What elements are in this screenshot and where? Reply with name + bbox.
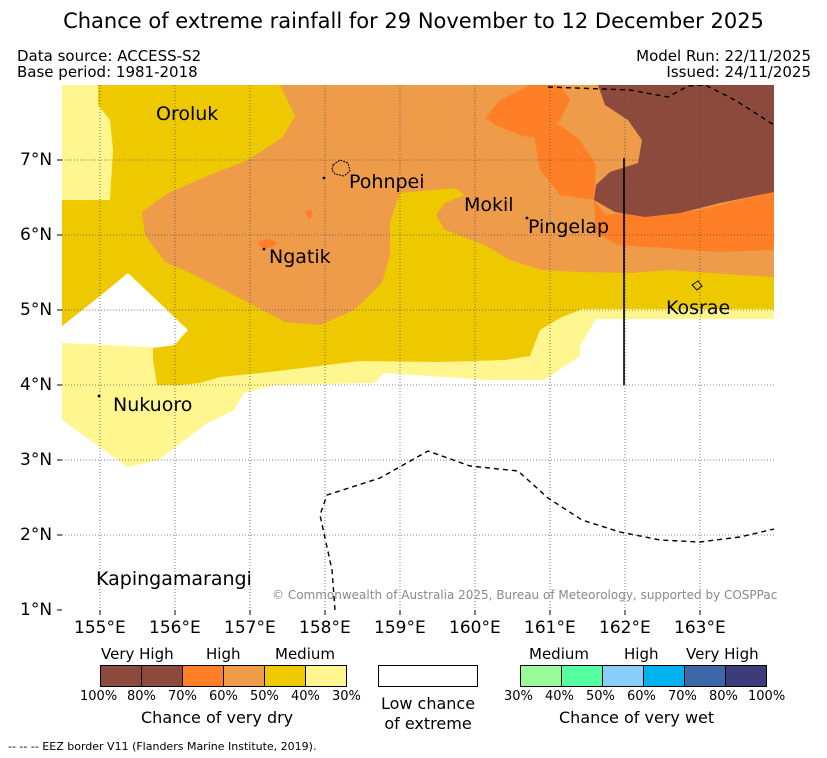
lon-label-159: 159°E [374, 618, 426, 638]
place-label-pingelap: Pingelap [528, 216, 610, 238]
dry-level-high: High [206, 645, 241, 663]
eez-borders [319, 85, 774, 610]
low-chance-line2: of extreme [384, 714, 472, 733]
model-run-label: Model Run: 22/11/2025 [636, 47, 811, 65]
lat-label-4n: 4°N [20, 375, 53, 395]
wet-tick-40: 40% [545, 689, 574, 704]
dry-patch-small [305, 209, 313, 219]
lon-label-158: 158°E [299, 618, 351, 638]
copyright-notice: © Commonwealth of Australia 2025, Bureau… [272, 588, 778, 602]
wet-legend-caption: Chance of very wet [559, 708, 715, 727]
wet-tick-80: 80% [709, 689, 738, 704]
base-period-label: Base period: 1981-2018 [17, 63, 198, 81]
wet-tick-100: 100% [748, 689, 786, 704]
dry-swatch-2 [141, 665, 183, 687]
data-source-label: Data source: ACCESS-S2 [17, 47, 202, 65]
wet-swatch-4 [643, 665, 685, 687]
lon-label-157: 157°E [224, 618, 276, 638]
lat-label-5n: 5°N [20, 300, 53, 320]
lon-label-156: 156°E [149, 618, 201, 638]
dry-tick-80: 80% [127, 689, 156, 704]
lat-label-3n: 3°N [20, 450, 53, 470]
low-chance-swatch [378, 665, 478, 687]
island-outlines [97, 159, 703, 398]
low-chance-line1: Low chance [380, 694, 476, 713]
dry-level-medium: Medium [275, 645, 335, 663]
wet-tick-70: 70% [668, 689, 697, 704]
dry-patch-ngatik [258, 239, 278, 248]
place-label-pohnpei: Pohnpei [349, 171, 425, 193]
region-dry-60-70-east [533, 125, 774, 252]
dry-legend-caption: Chance of very dry [141, 708, 294, 727]
region-dry-70-100 [594, 85, 774, 217]
place-label-mokil: Mokil [464, 194, 514, 216]
axis-ticks [57, 159, 701, 615]
lat-label-7n: 7°N [20, 150, 53, 170]
place-label-nukuoro: Nukuoro [113, 394, 193, 416]
region-no-signal-pocket [62, 273, 188, 348]
wet-swatch-6 [725, 665, 767, 687]
dry-swatch-1 [100, 665, 142, 687]
wet-tick-50: 50% [586, 689, 615, 704]
map-title: Chance of extreme rainfall for 29 Novemb… [63, 9, 764, 33]
dry-tick-70: 70% [168, 689, 197, 704]
region-dry-50-60 [142, 85, 774, 325]
place-label-kapingamarangi: Kapingamarangi [96, 568, 252, 590]
eez-footnote: -- -- -- EEZ border V11 (Flanders Marine… [8, 740, 317, 753]
dry-tick-100: 100% [80, 689, 118, 704]
lon-label-163: 163°E [674, 618, 726, 638]
lon-label-162: 162°E [599, 618, 651, 638]
dry-level-very-high: Very High [101, 645, 174, 663]
wet-level-very-high: Very High [686, 645, 759, 663]
wet-level-high: High [624, 645, 659, 663]
wet-level-medium: Medium [529, 645, 589, 663]
lon-label-160: 160°E [449, 618, 501, 638]
wet-swatch-3 [602, 665, 644, 687]
dry-tick-60: 60% [209, 689, 238, 704]
dry-swatch-4 [223, 665, 265, 687]
wet-tick-30: 30% [504, 689, 533, 704]
place-label-kosrae: Kosrae [666, 297, 731, 319]
dry-tick-40: 40% [291, 689, 320, 704]
wet-tick-60: 60% [627, 689, 656, 704]
lon-label-161: 161°E [524, 618, 576, 638]
dry-tick-30: 30% [332, 689, 361, 704]
dry-swatch-5 [264, 665, 306, 687]
lat-label-1n: 1°N [20, 600, 53, 620]
wet-swatch-1 [520, 665, 562, 687]
wet-swatch-2 [561, 665, 603, 687]
dry-tick-50: 50% [250, 689, 279, 704]
dry-swatch-6 [305, 665, 347, 687]
place-label-oroluk: Oroluk [156, 103, 219, 125]
lat-label-6n: 6°N [20, 225, 53, 245]
place-label-ngatik: Ngatik [269, 246, 331, 268]
issued-label: Issued: 24/11/2025 [666, 63, 811, 81]
map-area [62, 85, 774, 610]
lon-label-155: 155°E [74, 618, 126, 638]
lat-label-2n: 2°N [20, 525, 53, 545]
wet-swatch-5 [684, 665, 726, 687]
dry-swatch-3 [182, 665, 224, 687]
gridlines [62, 85, 774, 610]
pohnpei-island-outline [331, 159, 351, 177]
kosrae-island-outline [691, 280, 703, 291]
